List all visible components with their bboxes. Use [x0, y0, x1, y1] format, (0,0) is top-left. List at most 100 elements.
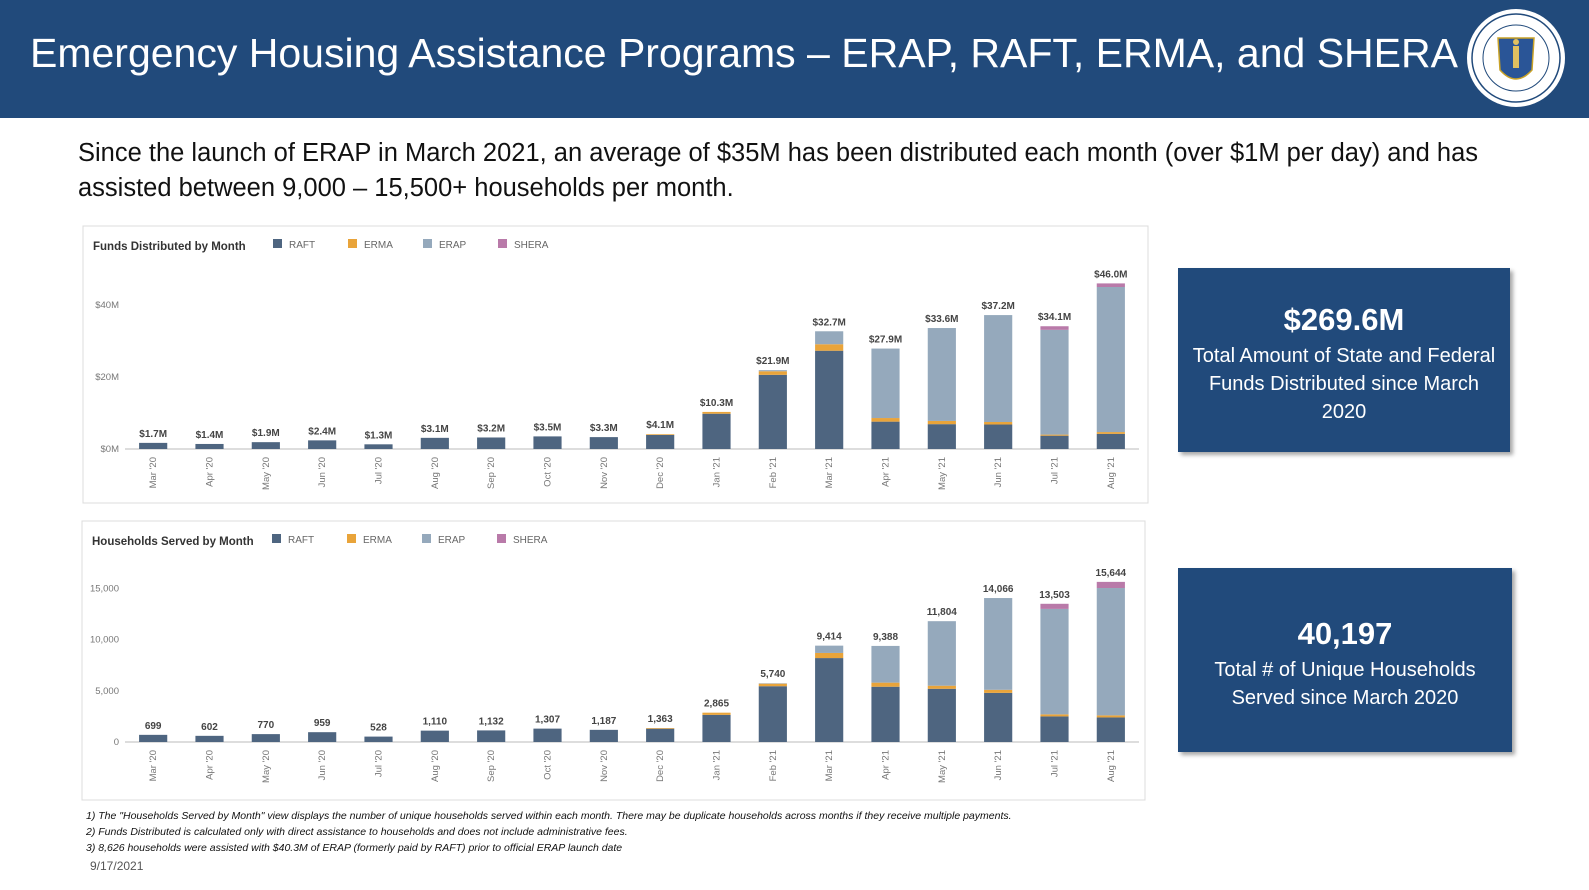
bar-segment — [1096, 283, 1125, 287]
total-label: 770 — [257, 720, 274, 731]
bar-segment — [702, 413, 731, 449]
bar-segment — [758, 374, 787, 449]
total-label: 1,110 — [423, 717, 448, 728]
x-tick-label: Jan '21 — [712, 750, 723, 780]
total-label: $3.5M — [534, 422, 562, 433]
legend-swatch — [498, 239, 507, 248]
total-label: $3.3M — [590, 423, 618, 434]
legend-label: RAFT — [289, 240, 315, 251]
bar-segment — [1040, 716, 1069, 742]
footnote: 2) Funds Distributed is calculated only … — [86, 826, 628, 838]
total-label: 9,388 — [873, 632, 898, 643]
x-tick-label: Sep '20 — [486, 457, 497, 489]
x-tick-label: Dec '20 — [655, 750, 666, 782]
x-tick-label: May '21 — [937, 750, 948, 783]
subtitle: Since the launch of ERAP in March 2021, … — [78, 139, 1479, 202]
bar-segment — [815, 344, 844, 351]
kpi-card: $269.6M Total Amount of State and Federa… — [1178, 268, 1510, 452]
legend-swatch — [348, 239, 357, 248]
total-label: $1.4M — [196, 430, 224, 441]
bar-segment — [420, 437, 449, 449]
x-tick-label: Nov '20 — [599, 457, 610, 489]
bar-segment — [1040, 608, 1069, 715]
bar-segment — [1040, 326, 1069, 330]
bar-segment — [1096, 581, 1125, 589]
x-tick-label: Jun '20 — [317, 750, 328, 780]
total-label: 14,066 — [983, 584, 1014, 595]
total-label: 13,503 — [1039, 590, 1070, 601]
total-label: 959 — [314, 718, 331, 729]
x-tick-label: Jun '20 — [317, 457, 328, 487]
bar-segment — [646, 434, 675, 435]
bar-segment — [871, 418, 900, 422]
x-tick-label: Jul '21 — [1050, 457, 1061, 484]
total-label: $33.6M — [925, 314, 958, 325]
total-label: $46.0M — [1094, 269, 1127, 280]
kpi-value: 40,197 — [1297, 616, 1393, 651]
bar-segment — [927, 621, 956, 686]
date: 9/17/2021 — [90, 859, 144, 873]
bar-segment — [477, 437, 506, 449]
bar-segment — [871, 686, 900, 742]
x-tick-label: Mar '21 — [824, 750, 835, 781]
y-tick-label: $40M — [95, 300, 119, 311]
bar-segment — [1040, 714, 1069, 717]
x-tick-label: Dec '20 — [655, 457, 666, 489]
total-label: $34.1M — [1038, 312, 1071, 323]
x-tick-label: Mar '21 — [824, 457, 835, 488]
total-label: 602 — [201, 722, 218, 733]
bar-segment — [1040, 434, 1069, 436]
bar-segment — [815, 331, 844, 345]
total-label: 11,804 — [927, 607, 957, 618]
total-label: $32.7M — [812, 317, 845, 328]
bar-segment — [984, 315, 1013, 422]
total-label: $2.4M — [308, 426, 336, 437]
total-label: 2,865 — [704, 699, 729, 710]
total-label: 15,644 — [1096, 568, 1127, 579]
x-tick-label: Mar '20 — [148, 457, 159, 488]
total-label: 1,187 — [591, 716, 616, 727]
bar-segment — [533, 728, 562, 742]
bar-segment — [1096, 715, 1125, 718]
x-tick-label: Jun '21 — [993, 457, 1004, 487]
chart-title: Funds Distributed by Month — [93, 241, 246, 253]
chart-title: Households Served by Month — [92, 536, 254, 548]
total-label: $1.9M — [252, 428, 280, 439]
total-label: 5,740 — [760, 669, 785, 680]
bar-segment — [927, 688, 956, 742]
x-tick-label: Nov '20 — [599, 750, 610, 782]
x-tick-label: Mar '20 — [148, 750, 159, 781]
bar-segment — [308, 440, 337, 449]
y-tick-label: $20M — [95, 372, 119, 383]
bar-segment — [364, 444, 393, 449]
y-tick-label: $0M — [101, 444, 120, 455]
charts: Funds Distributed by Month RAFT ERMA ERAP SH… — [81, 225, 1149, 801]
total-label: $21.9M — [756, 356, 789, 367]
bar-segment — [871, 348, 900, 419]
bar-segment — [308, 732, 337, 742]
x-tick-label: May '20 — [261, 457, 272, 490]
x-tick-label: Jul '20 — [374, 457, 385, 484]
legend-swatch — [273, 239, 282, 248]
bar-segment — [871, 645, 900, 683]
bar-segment — [646, 434, 675, 449]
footnote: 3) 8,626 households were assisted with $… — [86, 842, 623, 854]
x-tick-label: Sep '20 — [486, 750, 497, 782]
bar-segment — [702, 712, 731, 715]
y-tick-label: 5,000 — [95, 686, 119, 697]
chart-panel — [81, 520, 1146, 801]
legend-swatch — [422, 534, 431, 543]
kpi-value: $269.6M — [1283, 302, 1405, 337]
bar-segment — [139, 442, 168, 449]
total-label: 699 — [145, 721, 162, 732]
x-tick-label: Feb '21 — [768, 750, 779, 781]
total-label: $1.3M — [365, 430, 393, 441]
bar-segment — [984, 689, 1013, 693]
bar-segment — [984, 424, 1013, 449]
bar-segment — [1096, 433, 1125, 449]
bar-segment — [758, 683, 787, 687]
legend-label: ERAP — [439, 240, 467, 251]
bar-segment — [984, 598, 1013, 690]
bar-segment — [646, 728, 675, 729]
state-seal — [1467, 9, 1565, 107]
